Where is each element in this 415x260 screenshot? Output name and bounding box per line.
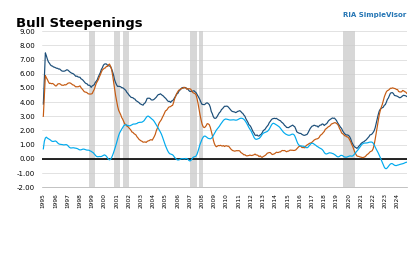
Bar	[342, 31, 355, 187]
Legend: Bull Steepeners, 10 year, 2 year, 10yr/2yr Yield Curve: Bull Steepeners, 10 year, 2 year, 10yr/2…	[115, 258, 334, 260]
Bar	[123, 31, 129, 187]
Text: Bull Steepenings: Bull Steepenings	[16, 17, 143, 30]
Bar	[114, 31, 120, 187]
Bar	[199, 31, 203, 187]
Bar	[89, 31, 95, 187]
Bar	[190, 31, 197, 187]
Text: RIA SimpleVisor: RIA SimpleVisor	[344, 12, 407, 18]
